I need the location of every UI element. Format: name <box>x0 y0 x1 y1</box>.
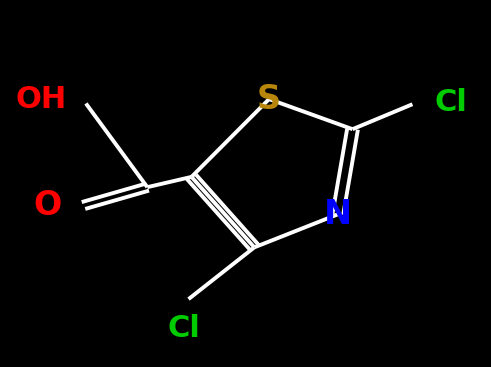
Text: Cl: Cl <box>167 314 200 343</box>
Text: OH: OH <box>15 85 66 115</box>
Text: S: S <box>257 83 281 116</box>
Text: N: N <box>324 198 352 231</box>
Text: O: O <box>33 189 61 222</box>
Text: Cl: Cl <box>435 88 467 117</box>
